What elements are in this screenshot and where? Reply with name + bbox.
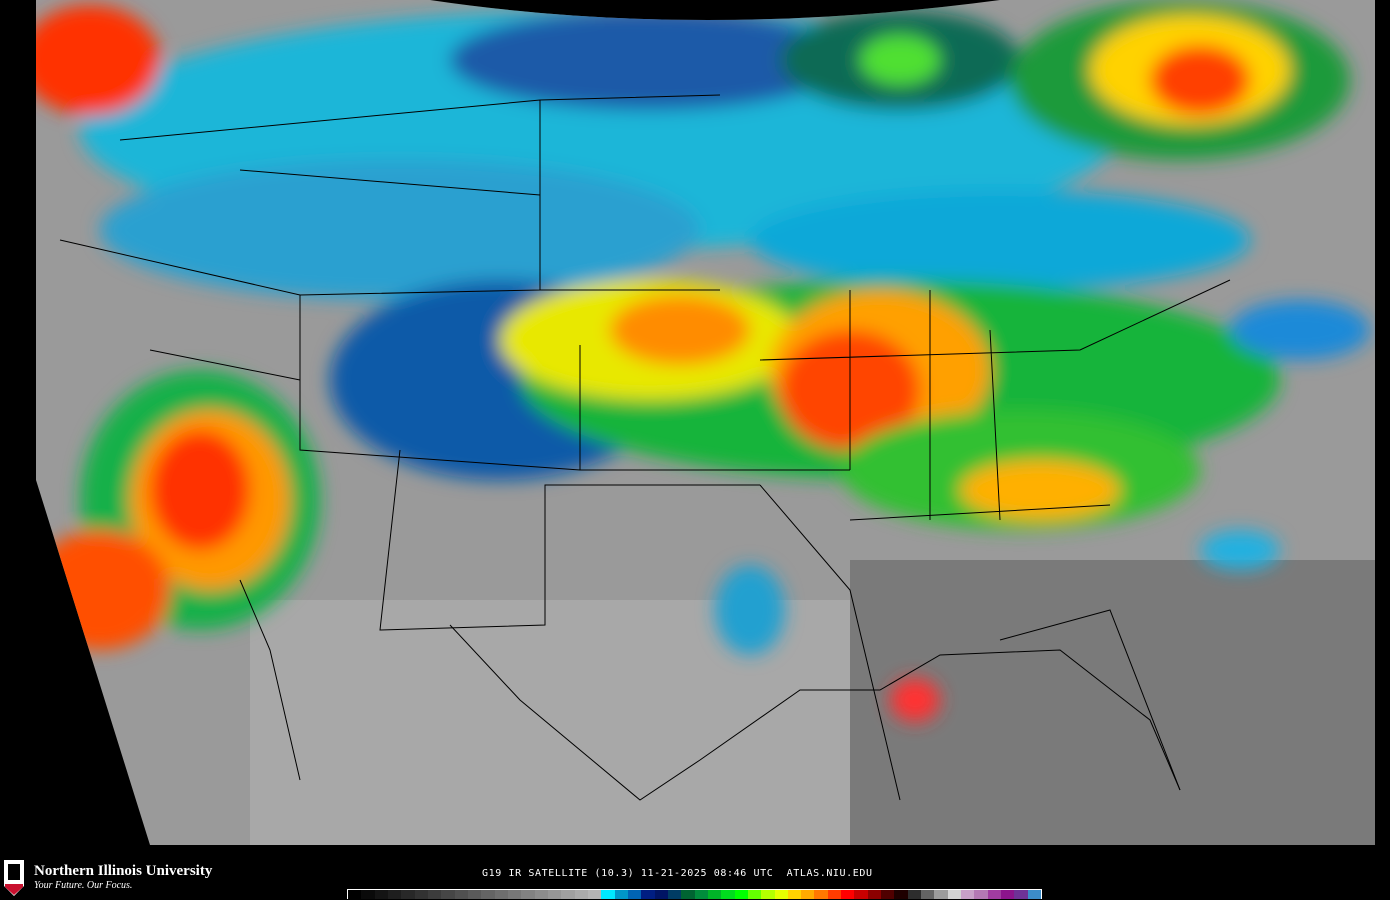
colorbar-swatch xyxy=(401,890,415,899)
colorbar-swatch xyxy=(987,890,1002,899)
colorbar-swatch xyxy=(961,890,975,899)
colorbar-swatch xyxy=(627,890,642,899)
colorbar-swatch xyxy=(827,890,842,899)
colorbar-swatch xyxy=(387,890,402,899)
colorbar-swatch xyxy=(534,890,548,899)
colorbar-swatch xyxy=(467,890,482,899)
colorbar-swatch xyxy=(667,890,682,899)
colorbar-swatch xyxy=(654,890,668,899)
colorbar-swatch xyxy=(721,890,735,899)
colorbar-swatch xyxy=(1014,890,1028,899)
colorbar-swatch xyxy=(814,890,828,899)
university-name: Northern Illinois University xyxy=(34,863,213,879)
colorbar-swatch xyxy=(507,890,522,899)
colorbar-swatch xyxy=(454,890,468,899)
colorbar-swatch xyxy=(734,890,748,899)
colorbar-swatch xyxy=(481,890,495,899)
colorbar-swatch xyxy=(894,890,908,899)
caption-time: 08:46 UTC xyxy=(713,868,774,879)
colorbar-swatch xyxy=(867,890,882,899)
state-borders xyxy=(59,94,1231,801)
colorbar-swatch xyxy=(881,890,895,899)
colorbar-swatch xyxy=(841,890,855,899)
colorbar-swatch xyxy=(414,890,428,899)
colorbar-swatch xyxy=(974,890,988,899)
colorbar-swatch xyxy=(801,890,815,899)
colorbar-swatch xyxy=(1027,890,1042,899)
temperature-colorbar xyxy=(347,889,1042,899)
colorbar-swatch xyxy=(361,890,375,899)
cloud-cover xyxy=(36,0,1370,722)
colorbar-swatch xyxy=(934,890,948,899)
colorbar-swatch xyxy=(707,890,722,899)
university-tagline: Your Future. Our Focus. xyxy=(34,880,133,891)
colorbar-swatch xyxy=(494,890,508,899)
image-caption: G19 IR SATELLITE (10.3) 11-21-2025 08:46… xyxy=(482,868,873,879)
colorbar-swatch xyxy=(427,890,442,899)
colorbar-swatch xyxy=(547,890,562,899)
colorbar-swatch xyxy=(574,890,588,899)
colorbar-swatch xyxy=(441,890,455,899)
caption-satellite: G19 IR SATELLITE (10.3) xyxy=(482,868,635,879)
satellite-map xyxy=(36,0,1375,845)
colorbar-swatch xyxy=(907,890,922,899)
colorbar-swatch xyxy=(587,890,602,899)
colorbar-swatch xyxy=(787,890,802,899)
colorbar-swatch xyxy=(747,890,762,899)
colorbar-swatch xyxy=(694,890,708,899)
colorbar-swatch xyxy=(947,890,962,899)
colorbar-swatch xyxy=(601,890,615,899)
caption-site: ATLAS.NIU.EDU xyxy=(786,868,873,879)
caption-date: 11-21-2025 xyxy=(640,868,708,879)
colorbar-swatch xyxy=(681,890,695,899)
colorbar-swatch xyxy=(348,890,362,899)
colorbar-swatch xyxy=(774,890,788,899)
imagery xyxy=(36,0,1375,845)
colorbar-swatch xyxy=(921,890,935,899)
niu-logo-icon xyxy=(4,860,24,896)
colorbar-swatch xyxy=(561,890,575,899)
colorbar-swatch xyxy=(521,890,535,899)
colorbar-swatch xyxy=(854,890,868,899)
colorbar-swatch xyxy=(614,890,628,899)
colorbar-swatch xyxy=(1001,890,1015,899)
colorbar-swatch xyxy=(761,890,775,899)
colorbar-swatch xyxy=(374,890,388,899)
colorbar-swatch xyxy=(641,890,655,899)
